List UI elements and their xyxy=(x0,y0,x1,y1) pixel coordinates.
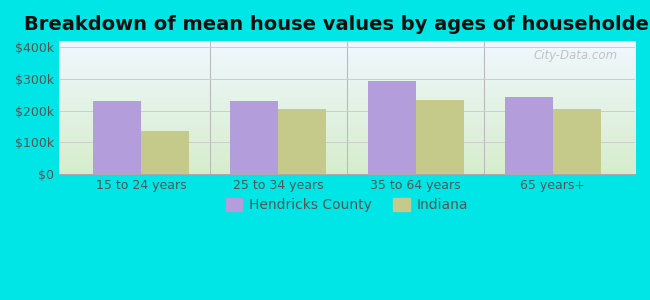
Bar xyxy=(367,81,415,174)
Legend: Hendricks County, Indiana: Hendricks County, Indiana xyxy=(220,193,474,218)
Bar xyxy=(504,97,552,174)
Text: City-Data.com: City-Data.com xyxy=(534,49,618,62)
Title: Breakdown of mean house values by ages of householders: Breakdown of mean house values by ages o… xyxy=(24,15,650,34)
Bar xyxy=(141,131,189,174)
Bar xyxy=(93,101,141,174)
Bar xyxy=(415,100,463,174)
Bar xyxy=(278,109,326,174)
Bar xyxy=(552,109,601,174)
Bar xyxy=(230,101,278,174)
